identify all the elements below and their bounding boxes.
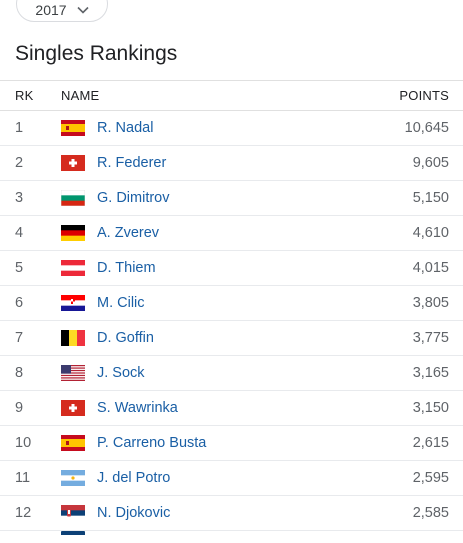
spain-flag-icon xyxy=(61,120,85,136)
table-row[interactable]: 12 N. Djokovic 2,585 xyxy=(0,496,463,531)
name-cell: S. Wawrinka xyxy=(61,400,343,416)
points-cell: 3,150 xyxy=(412,400,449,416)
player-name-link[interactable]: N. Djokovic xyxy=(97,505,171,521)
rank-cell: 8 xyxy=(15,365,24,381)
switzerland-flag-icon xyxy=(61,400,85,416)
rank-cell: 11 xyxy=(15,470,31,486)
usa-flag-icon xyxy=(61,365,85,381)
rankings-table: RK NAME POINTS 1 R. Nadal 10,645 2 R. Federe… xyxy=(0,80,463,535)
chevron-down-icon xyxy=(77,0,89,14)
points-cell: 3,165 xyxy=(412,365,449,381)
name-cell: R. Federer xyxy=(61,155,343,171)
year-dropdown[interactable]: 2017 xyxy=(16,0,108,22)
rank-cell: 10 xyxy=(15,435,32,451)
austria-flag-icon xyxy=(61,260,85,276)
germany-flag-icon xyxy=(61,225,85,241)
player-name-link[interactable]: D. Goffin xyxy=(97,330,154,346)
points-column-header[interactable]: POINTS xyxy=(399,88,449,103)
belgium-flag-icon xyxy=(61,330,85,346)
rank-column-header[interactable]: RK xyxy=(15,88,34,103)
name-column-header[interactable]: NAME xyxy=(61,88,100,103)
points-cell: 5,150 xyxy=(412,190,449,206)
player-name-link[interactable]: M. Cilic xyxy=(97,295,145,311)
player-name-link[interactable]: J. Sock xyxy=(97,365,145,381)
points-cell: 9,605 xyxy=(412,155,449,171)
name-cell: D. Thiem xyxy=(61,260,343,276)
table-row[interactable]: 7 D. Goffin 3,775 xyxy=(0,321,463,356)
table-row[interactable]: 6 M. Cilic 3,805 xyxy=(0,286,463,321)
table-row[interactable]: 4 A. Zverev 4,610 xyxy=(0,216,463,251)
rank-cell: 7 xyxy=(15,330,24,346)
table-row[interactable]: 9 S. Wawrinka 3,150 xyxy=(0,391,463,426)
rank-cell: 5 xyxy=(15,260,24,276)
player-name-link[interactable]: G. Dimitrov xyxy=(97,190,170,206)
name-cell: N. Djokovic xyxy=(61,505,343,521)
player-name-link[interactable]: R. Federer xyxy=(97,155,167,171)
player-name-link[interactable]: D. Thiem xyxy=(97,260,156,276)
name-cell: J. Sock xyxy=(61,365,343,381)
rank-cell: 12 xyxy=(15,505,32,521)
rank-cell: 3 xyxy=(15,190,24,206)
points-cell: 10,645 xyxy=(404,120,449,136)
table-header: RK NAME POINTS xyxy=(0,80,463,111)
points-cell: 4,015 xyxy=(412,260,449,276)
player-name-link[interactable]: P. Carreno Busta xyxy=(97,435,207,451)
table-row[interactable]: 5 D. Thiem 4,015 xyxy=(0,251,463,286)
player-name-link[interactable]: A. Zverev xyxy=(97,225,160,241)
rank-cell: 6 xyxy=(15,295,24,311)
player-name-link[interactable]: R. Nadal xyxy=(97,120,154,136)
table-row[interactable]: 8 J. Sock 3,165 xyxy=(0,356,463,391)
points-cell: 2,615 xyxy=(412,435,449,451)
name-cell: P. Carreno Busta xyxy=(61,435,343,451)
switzerland-flag-icon xyxy=(61,155,85,171)
croatia-flag-icon xyxy=(61,295,85,311)
serbia-flag-icon xyxy=(61,505,85,521)
name-cell: D. Goffin xyxy=(61,330,343,346)
rank-cell: 9 xyxy=(15,400,24,416)
page-title: Singles Rankings xyxy=(15,42,178,65)
name-cell: A. Zverev xyxy=(61,225,343,241)
points-cell: 3,775 xyxy=(412,330,449,346)
argentina-flag-icon xyxy=(61,470,85,486)
spain-flag-icon xyxy=(61,435,85,451)
table-row[interactable]: 3 G. Dimitrov 5,150 xyxy=(0,181,463,216)
table-row[interactable]: 11 J. del Potro 2,595 xyxy=(0,461,463,496)
points-cell: 2,595 xyxy=(412,470,449,486)
name-cell: M. Cilic xyxy=(61,295,343,311)
rank-cell: 2 xyxy=(15,155,24,171)
table-row[interactable]: 2 R. Federer 9,605 xyxy=(0,146,463,181)
name-cell: G. Dimitrov xyxy=(61,190,343,206)
table-row[interactable]: 10 P. Carreno Busta 2,615 xyxy=(0,426,463,461)
year-dropdown-value: 2017 xyxy=(35,2,67,18)
points-cell: 2,585 xyxy=(412,505,449,521)
rank-cell: 4 xyxy=(15,225,24,241)
player-name-link[interactable]: S. Wawrinka xyxy=(97,400,178,416)
next-row-partial xyxy=(0,531,463,535)
rank-cell: 1 xyxy=(15,120,24,136)
points-cell: 3,805 xyxy=(412,295,449,311)
player-name-link[interactable]: J. del Potro xyxy=(97,470,171,486)
table-row[interactable]: 1 R. Nadal 10,645 xyxy=(0,111,463,146)
points-cell: 4,610 xyxy=(412,225,449,241)
bulgaria-flag-icon xyxy=(61,190,85,206)
name-cell: R. Nadal xyxy=(61,120,343,136)
name-cell: J. del Potro xyxy=(61,470,343,486)
